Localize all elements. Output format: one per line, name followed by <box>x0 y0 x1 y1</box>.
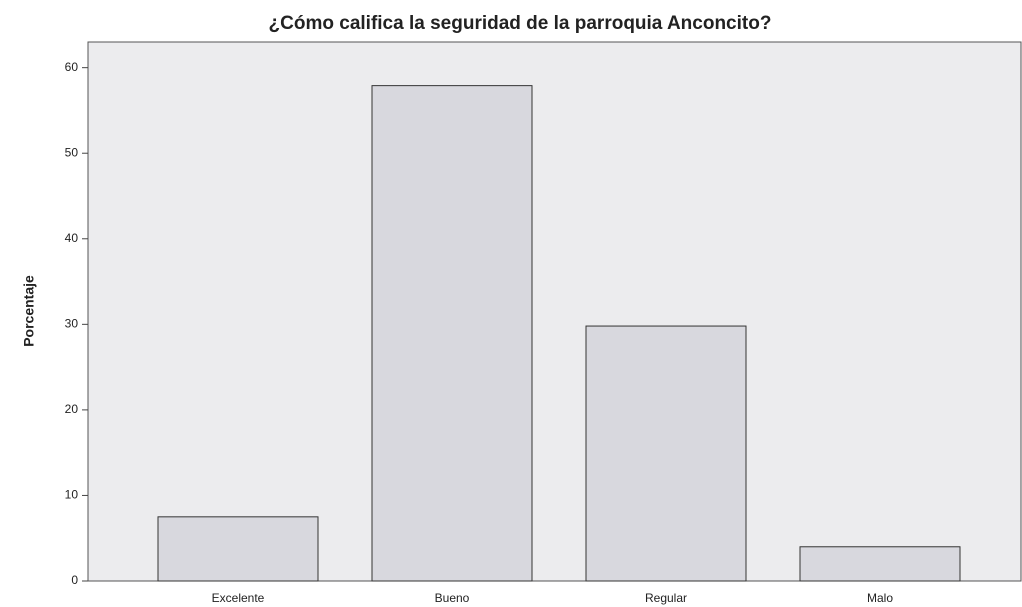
bar <box>799 546 961 582</box>
x-tick-label: Regular <box>645 591 687 605</box>
bar <box>157 516 319 582</box>
y-tick-label: 10 <box>65 488 79 502</box>
bar <box>371 85 533 582</box>
y-tick-label: 30 <box>65 317 79 331</box>
plot-area <box>87 41 1022 582</box>
x-tick-label: Malo <box>867 591 893 605</box>
bar <box>585 325 747 582</box>
y-tick-label: 60 <box>65 60 79 74</box>
y-tick-label: 0 <box>71 573 78 587</box>
y-tick-label: 20 <box>65 402 79 416</box>
y-tick-label: 50 <box>65 145 79 159</box>
x-tick-label: Bueno <box>435 591 470 605</box>
chart-title: ¿Cómo califica la seguridad de la parroq… <box>269 13 772 34</box>
y-tick-label: 40 <box>65 231 79 245</box>
x-tick-label: Excelente <box>212 591 265 605</box>
y-axis-label: Porcentaje <box>21 275 37 347</box>
